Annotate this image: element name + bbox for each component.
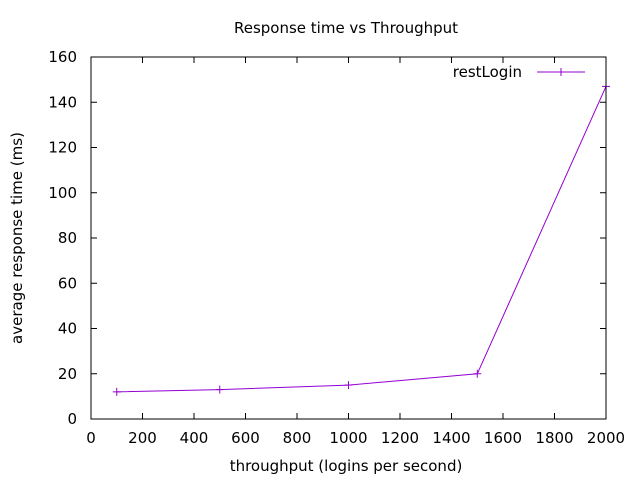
y-tick-label: 40 xyxy=(58,320,77,338)
x-tick-label: 200 xyxy=(128,429,157,447)
data-point xyxy=(215,385,224,394)
x-tick-label: 0 xyxy=(86,429,96,447)
x-tick-label: 600 xyxy=(231,429,260,447)
axis-ticks: 0 200 400 600 800 1000 1200 1400 1600 1800 2000 0 20… xyxy=(48,48,625,447)
data-point xyxy=(112,387,121,396)
y-tick-label: 100 xyxy=(48,184,77,202)
chart-title: Response time vs Throughput xyxy=(234,19,458,37)
y-tick-label: 0 xyxy=(67,410,77,428)
y-tick-label: 80 xyxy=(58,229,77,247)
x-tick-label: 400 xyxy=(180,429,209,447)
x-tick-label: 1600 xyxy=(484,429,522,447)
plot-frame xyxy=(90,56,607,420)
x-tick-label: 2000 xyxy=(587,429,625,447)
x-tick-label: 1200 xyxy=(381,429,419,447)
y-tick-label: 120 xyxy=(48,139,77,157)
x-axis-label: throughput (logins per second) xyxy=(230,457,463,475)
series-line xyxy=(116,86,607,393)
y-tick-label: 160 xyxy=(48,48,77,66)
y-tick-label: 20 xyxy=(58,365,77,383)
x-tick-label: 1800 xyxy=(535,429,573,447)
data-point xyxy=(473,369,482,378)
legend-marker xyxy=(557,68,565,76)
y-tick-label: 140 xyxy=(48,93,77,111)
y-tick-label: 60 xyxy=(58,274,77,292)
data-point xyxy=(344,381,353,390)
series-layer xyxy=(112,82,610,396)
x-tick-label: 800 xyxy=(283,429,312,447)
legend: restLogin xyxy=(453,63,585,81)
legend-label: restLogin xyxy=(453,63,522,81)
y-axis-label: average response time (ms) xyxy=(8,132,26,344)
x-tick-label: 1400 xyxy=(432,429,470,447)
x-tick-label: 1000 xyxy=(329,429,367,447)
